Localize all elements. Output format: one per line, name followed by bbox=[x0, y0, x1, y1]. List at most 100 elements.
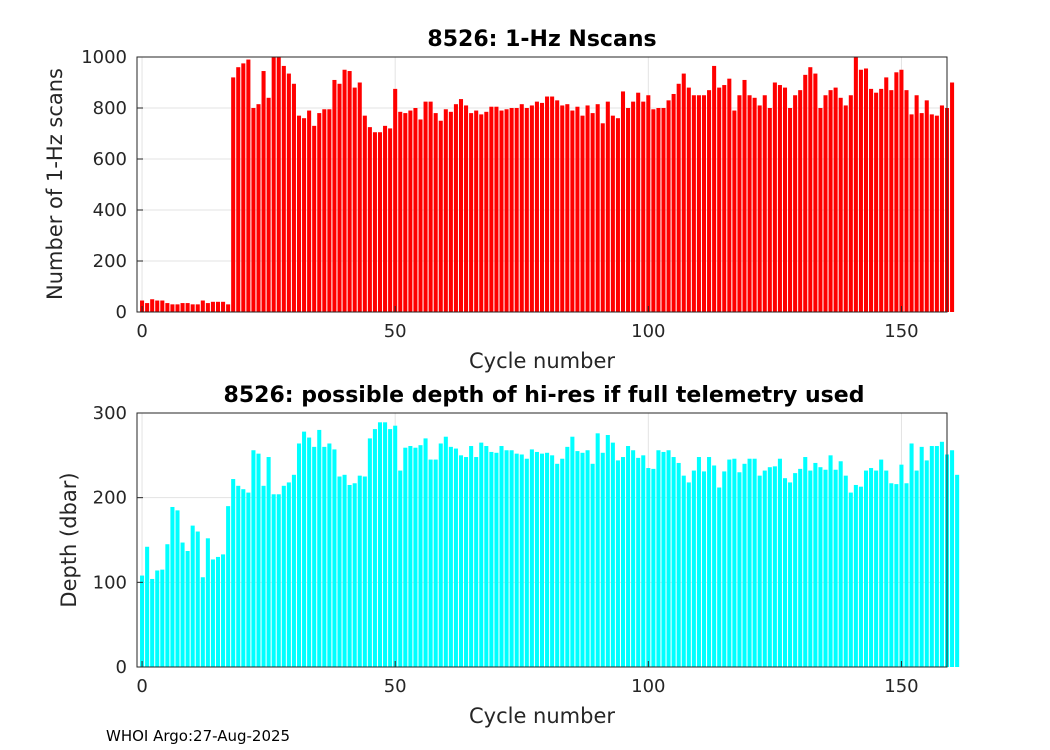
depth-bar-cycle-17 bbox=[226, 506, 231, 667]
depth-bar-cycle-146 bbox=[879, 459, 884, 667]
depth-bar-cycle-55 bbox=[418, 445, 423, 667]
nscans-bar-cycle-45 bbox=[367, 127, 372, 313]
nscans-bar-cycle-87 bbox=[580, 115, 585, 313]
depth-bar-cycle-15 bbox=[215, 556, 221, 667]
nscans-bar-cycle-152 bbox=[909, 114, 914, 313]
nscans-y-tick-label-400: 400 bbox=[93, 200, 127, 221]
nscans-bar-cycle-33 bbox=[307, 110, 312, 312]
depth-bar-cycle-130 bbox=[798, 468, 803, 667]
depth-bar-cycle-155 bbox=[924, 460, 929, 667]
nscans-bar-cycle-68 bbox=[484, 111, 489, 312]
nscans-bar-cycle-31 bbox=[296, 115, 302, 313]
depth-bar-cycle-147 bbox=[884, 470, 889, 667]
depth-bar-cycle-116 bbox=[727, 459, 732, 667]
nscans-bar-cycle-70 bbox=[494, 106, 499, 312]
depth-x-label: Cycle number bbox=[469, 704, 615, 728]
depth-bar-cycle-74 bbox=[514, 453, 519, 667]
depth-bar-cycle-44 bbox=[362, 476, 367, 667]
depth-bar-cycle-36 bbox=[322, 446, 327, 667]
nscans-bar-cycle-105 bbox=[671, 93, 676, 312]
depth-bar-cycle-84 bbox=[565, 446, 570, 667]
nscans-bar-cycle-89 bbox=[590, 113, 595, 312]
depth-bar-cycle-27 bbox=[276, 494, 281, 667]
nscans-bar-cycle-43 bbox=[357, 82, 362, 312]
depth-bar-cycle-120 bbox=[747, 458, 752, 667]
depth-bar-cycle-132 bbox=[808, 470, 813, 667]
nscans-bar-cycle-52 bbox=[403, 113, 408, 312]
nscans-bar-cycle-111 bbox=[701, 95, 707, 312]
nscans-bar-cycle-149 bbox=[894, 72, 899, 312]
nscans-bar-cycle-94 bbox=[615, 118, 620, 312]
nscans-bar-cycle-73 bbox=[509, 108, 514, 312]
nscans-bar-cycle-115 bbox=[722, 85, 727, 312]
nscans-bar-cycle-133 bbox=[813, 73, 818, 312]
depth-bar-cycle-85 bbox=[570, 436, 575, 667]
nscans-bar-cycle-15 bbox=[215, 301, 221, 312]
nscans-bar-cycle-6 bbox=[170, 304, 175, 312]
depth-bar-cycle-24 bbox=[261, 485, 266, 667]
nscans-y-tick-label-1000: 1000 bbox=[81, 47, 127, 68]
nscans-bar-cycle-62 bbox=[453, 104, 458, 313]
nscans-bar-cycle-84 bbox=[565, 104, 570, 313]
depth-y-tick-label-300: 300 bbox=[93, 403, 127, 424]
depth-x-tick-label-50: 50 bbox=[384, 676, 407, 697]
nscans-bar-cycle-23 bbox=[256, 104, 261, 313]
depth-bar-cycle-65 bbox=[469, 446, 474, 667]
nscans-x-tick-label-50: 50 bbox=[384, 321, 407, 342]
depth-bar-cycle-151 bbox=[904, 483, 909, 667]
depth-bar-cycle-93 bbox=[610, 442, 615, 667]
depth-bar-cycle-68 bbox=[484, 446, 489, 667]
depth-bar-cycle-19 bbox=[236, 485, 241, 667]
nscans-bar-cycle-44 bbox=[362, 115, 367, 313]
depth-bar-cycle-92 bbox=[605, 435, 610, 667]
depth-bar-cycle-103 bbox=[661, 451, 666, 667]
depth-bar-cycle-21 bbox=[246, 492, 251, 667]
nscans-bar-cycle-49 bbox=[388, 128, 393, 312]
nscans-bar-cycle-32 bbox=[302, 118, 307, 312]
nscans-bar-cycle-124 bbox=[767, 108, 772, 312]
nscans-bar-cycle-154 bbox=[919, 113, 924, 312]
nscans-bar-cycle-2 bbox=[150, 299, 155, 312]
nscans-bar-cycle-145 bbox=[874, 92, 879, 312]
depth-bar-cycle-121 bbox=[752, 458, 757, 667]
nscans-bar-cycle-113 bbox=[712, 65, 717, 313]
depth-bar-cycle-109 bbox=[691, 470, 696, 667]
nscans-bar-cycle-147 bbox=[884, 77, 889, 313]
nscans-panel: 0 50 100 150 0 200 400 600 800 1000 8526: 1-Hz Ns… bbox=[43, 27, 955, 373]
nscans-bar-cycle-114 bbox=[717, 87, 722, 312]
nscans-bar-cycle-103 bbox=[661, 108, 666, 312]
nscans-bar-cycle-126 bbox=[777, 85, 782, 312]
depth-bar-cycle-77 bbox=[529, 449, 534, 667]
depth-bar-cycle-14 bbox=[210, 559, 215, 667]
depth-bar-cycle-124 bbox=[767, 467, 772, 667]
nscans-bar-cycle-83 bbox=[560, 105, 565, 312]
nscans-bar-cycle-80 bbox=[545, 96, 550, 312]
nscans-bar-cycle-121 bbox=[752, 97, 757, 312]
depth-bar-cycle-18 bbox=[231, 479, 236, 667]
nscans-bar-cycle-9 bbox=[185, 303, 190, 312]
nscans-bar-cycle-46 bbox=[372, 132, 377, 312]
depth-bar-cycle-53 bbox=[408, 446, 413, 667]
nscans-bar-cycle-116 bbox=[727, 78, 732, 312]
depth-bar-cycle-16 bbox=[221, 554, 226, 667]
depth-bar-cycle-51 bbox=[398, 470, 403, 667]
depth-bar-cycle-88 bbox=[585, 450, 590, 667]
nscans-bar-cycle-106 bbox=[676, 83, 681, 312]
depth-bar-cycle-94 bbox=[615, 460, 620, 667]
depth-bar-cycle-33 bbox=[307, 437, 312, 667]
nscans-bar-cycle-53 bbox=[408, 110, 413, 312]
depth-bar-cycle-145 bbox=[874, 470, 879, 667]
depth-bar-cycle-98 bbox=[636, 457, 641, 667]
nscans-bar-cycle-85 bbox=[570, 110, 575, 312]
nscans-bar-cycle-135 bbox=[823, 95, 828, 312]
nscans-bar-cycle-67 bbox=[479, 114, 484, 313]
nscans-bar-cycle-12 bbox=[200, 300, 205, 312]
nscans-bar-cycle-10 bbox=[190, 304, 195, 312]
depth-bar-cycle-4 bbox=[160, 569, 165, 667]
nscans-x-label: Cycle number bbox=[469, 349, 615, 373]
depth-bar-cycle-111 bbox=[701, 471, 707, 667]
nscans-bar-cycle-54 bbox=[413, 108, 418, 312]
nscans-bar-cycle-8 bbox=[180, 303, 185, 312]
nscans-bar-cycle-69 bbox=[489, 106, 494, 312]
nscans-bar-cycle-102 bbox=[656, 108, 661, 312]
